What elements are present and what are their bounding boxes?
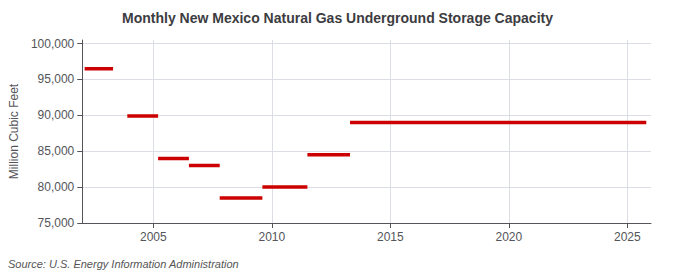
- svg-text:Source: U.S. Energy Informatio: Source: U.S. Energy Information Administ…: [8, 258, 239, 270]
- svg-text:2020: 2020: [495, 230, 522, 244]
- svg-text:95,000: 95,000: [38, 72, 75, 86]
- svg-text:80,000: 80,000: [38, 180, 75, 194]
- svg-text:90,000: 90,000: [38, 108, 75, 122]
- svg-text:2005: 2005: [140, 230, 167, 244]
- svg-text:2025: 2025: [614, 230, 641, 244]
- svg-text:85,000: 85,000: [38, 144, 75, 158]
- svg-text:75,000: 75,000: [38, 216, 75, 230]
- svg-text:Monthly New Mexico Natural Gas: Monthly New Mexico Natural Gas Undergrou…: [122, 10, 553, 26]
- svg-text:Million Cubic Feet: Million Cubic Feet: [7, 83, 21, 179]
- svg-text:2010: 2010: [258, 230, 285, 244]
- svg-text:100,000: 100,000: [31, 37, 75, 51]
- svg-text:2015: 2015: [377, 230, 404, 244]
